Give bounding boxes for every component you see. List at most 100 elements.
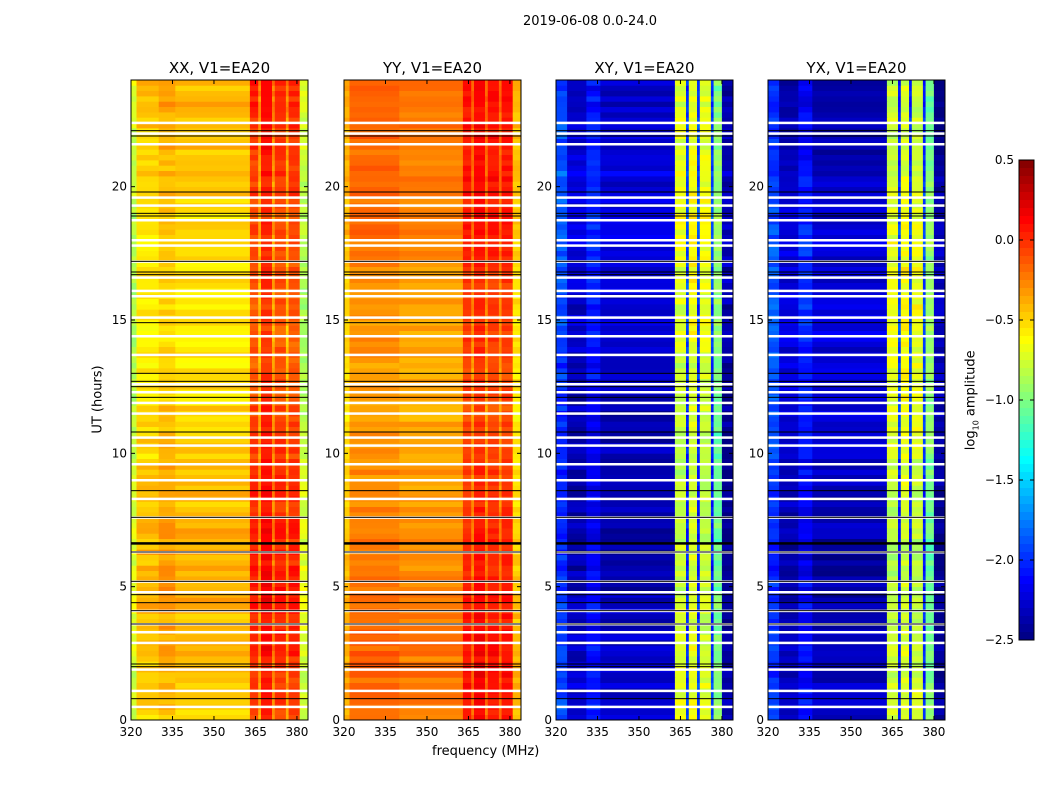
heatmap-cell <box>274 485 287 491</box>
flagged-row <box>344 463 521 466</box>
heatmap-cell <box>131 677 137 683</box>
heatmap-cell <box>798 682 813 689</box>
heatmap-cell <box>898 512 902 518</box>
heatmap-cell <box>688 645 698 651</box>
heatmap-cell <box>285 698 290 705</box>
heatmap-cell <box>136 576 159 582</box>
heatmap-cell <box>288 106 301 113</box>
heatmap-cell <box>175 709 251 715</box>
heatmap-cell <box>925 709 935 715</box>
heatmap-cell <box>249 512 259 518</box>
heatmap-cell <box>175 96 251 102</box>
heatmap-cell <box>258 512 262 518</box>
heatmap-cell <box>909 645 913 651</box>
heatmap-cell <box>249 149 259 155</box>
heatmap-cell <box>898 554 902 561</box>
heatmap-cell <box>713 554 723 561</box>
heatmap-cell <box>688 138 698 145</box>
black-line <box>556 380 733 382</box>
heatmap-cell <box>586 282 601 289</box>
heatmap-cell <box>686 693 690 699</box>
heatmap-cell <box>501 426 514 433</box>
heatmap-cell <box>713 325 723 331</box>
y-tick-label: 20 <box>325 180 340 194</box>
heatmap-cell <box>798 672 813 678</box>
heatmap-cell <box>886 528 899 534</box>
heatmap-cell <box>600 576 676 582</box>
heatmap-cell <box>462 266 472 273</box>
heatmap-cell <box>721 282 734 289</box>
heatmap-cell <box>922 634 927 641</box>
heatmap-cell <box>925 512 935 518</box>
heatmap-cell <box>710 597 715 603</box>
heatmap-cell <box>299 576 309 582</box>
heatmap-cell <box>462 624 472 630</box>
heatmap-cell <box>600 186 676 193</box>
heatmap-cell <box>462 192 472 198</box>
heatmap-cell <box>600 101 676 107</box>
heatmap-cell <box>175 464 251 470</box>
heatmap-cell <box>158 373 176 379</box>
heatmap-cell <box>501 85 514 91</box>
heatmap-cell <box>567 229 587 235</box>
heatmap-cell <box>886 576 899 582</box>
heatmap-cell <box>710 170 715 177</box>
heatmap-cell <box>474 282 486 289</box>
heatmap-cell <box>699 336 712 342</box>
heatmap-cell <box>586 656 601 662</box>
heatmap-cell <box>349 277 400 283</box>
heatmap-cell <box>512 464 522 470</box>
heatmap-cell <box>922 560 927 566</box>
heatmap-cell <box>512 261 522 267</box>
heatmap-cell <box>249 112 259 118</box>
heatmap-cell <box>299 677 309 683</box>
heatmap-cell <box>909 682 913 689</box>
heatmap-cell <box>274 544 287 550</box>
heatmap-cell <box>721 618 734 625</box>
heatmap-cell <box>911 693 924 699</box>
heatmap-cell <box>586 224 601 230</box>
heatmap-cell <box>900 517 910 523</box>
heatmap-cell <box>600 634 676 641</box>
heatmap-cell <box>600 330 676 337</box>
heatmap-cell <box>512 581 522 587</box>
heatmap-cell <box>288 330 301 337</box>
heatmap-cell <box>158 229 176 235</box>
heatmap-cell <box>136 218 159 225</box>
heatmap-cell <box>299 373 309 379</box>
heatmap-cell <box>249 368 259 374</box>
heatmap-cell <box>512 256 522 262</box>
heatmap-cell <box>600 453 676 459</box>
heatmap-cell <box>399 544 464 550</box>
heatmap-cell <box>158 464 176 470</box>
heatmap-cell <box>674 229 687 235</box>
heatmap-cell <box>501 357 514 363</box>
heatmap-cell <box>136 245 159 251</box>
heatmap-cell <box>285 325 290 331</box>
heatmap-cell <box>349 645 400 651</box>
heatmap-cell <box>158 421 176 427</box>
heatmap-cell <box>487 304 500 310</box>
heatmap-cell <box>688 426 698 433</box>
heatmap-cell <box>399 336 464 342</box>
heatmap-cell <box>136 261 159 267</box>
heatmap-cell <box>344 144 350 150</box>
heatmap-cell <box>471 634 475 641</box>
heatmap-cell <box>501 469 514 475</box>
heatmap-cell <box>886 522 899 529</box>
heatmap-cell <box>697 186 701 193</box>
flagged-row <box>556 335 733 338</box>
heatmap-cell <box>779 677 799 683</box>
heatmap-cell <box>512 714 522 721</box>
heatmap-cell <box>886 538 899 545</box>
heatmap-cell <box>713 138 723 145</box>
heatmap-cell <box>674 362 687 369</box>
heatmap-cell <box>344 96 350 102</box>
heatmap-cell <box>674 432 687 438</box>
heatmap-cell <box>136 160 159 166</box>
heatmap-cell <box>721 266 734 273</box>
heatmap-cell <box>512 234 522 241</box>
heatmap-cell <box>258 544 262 550</box>
heatmap-cell <box>512 325 522 331</box>
heatmap-cell <box>399 565 464 571</box>
